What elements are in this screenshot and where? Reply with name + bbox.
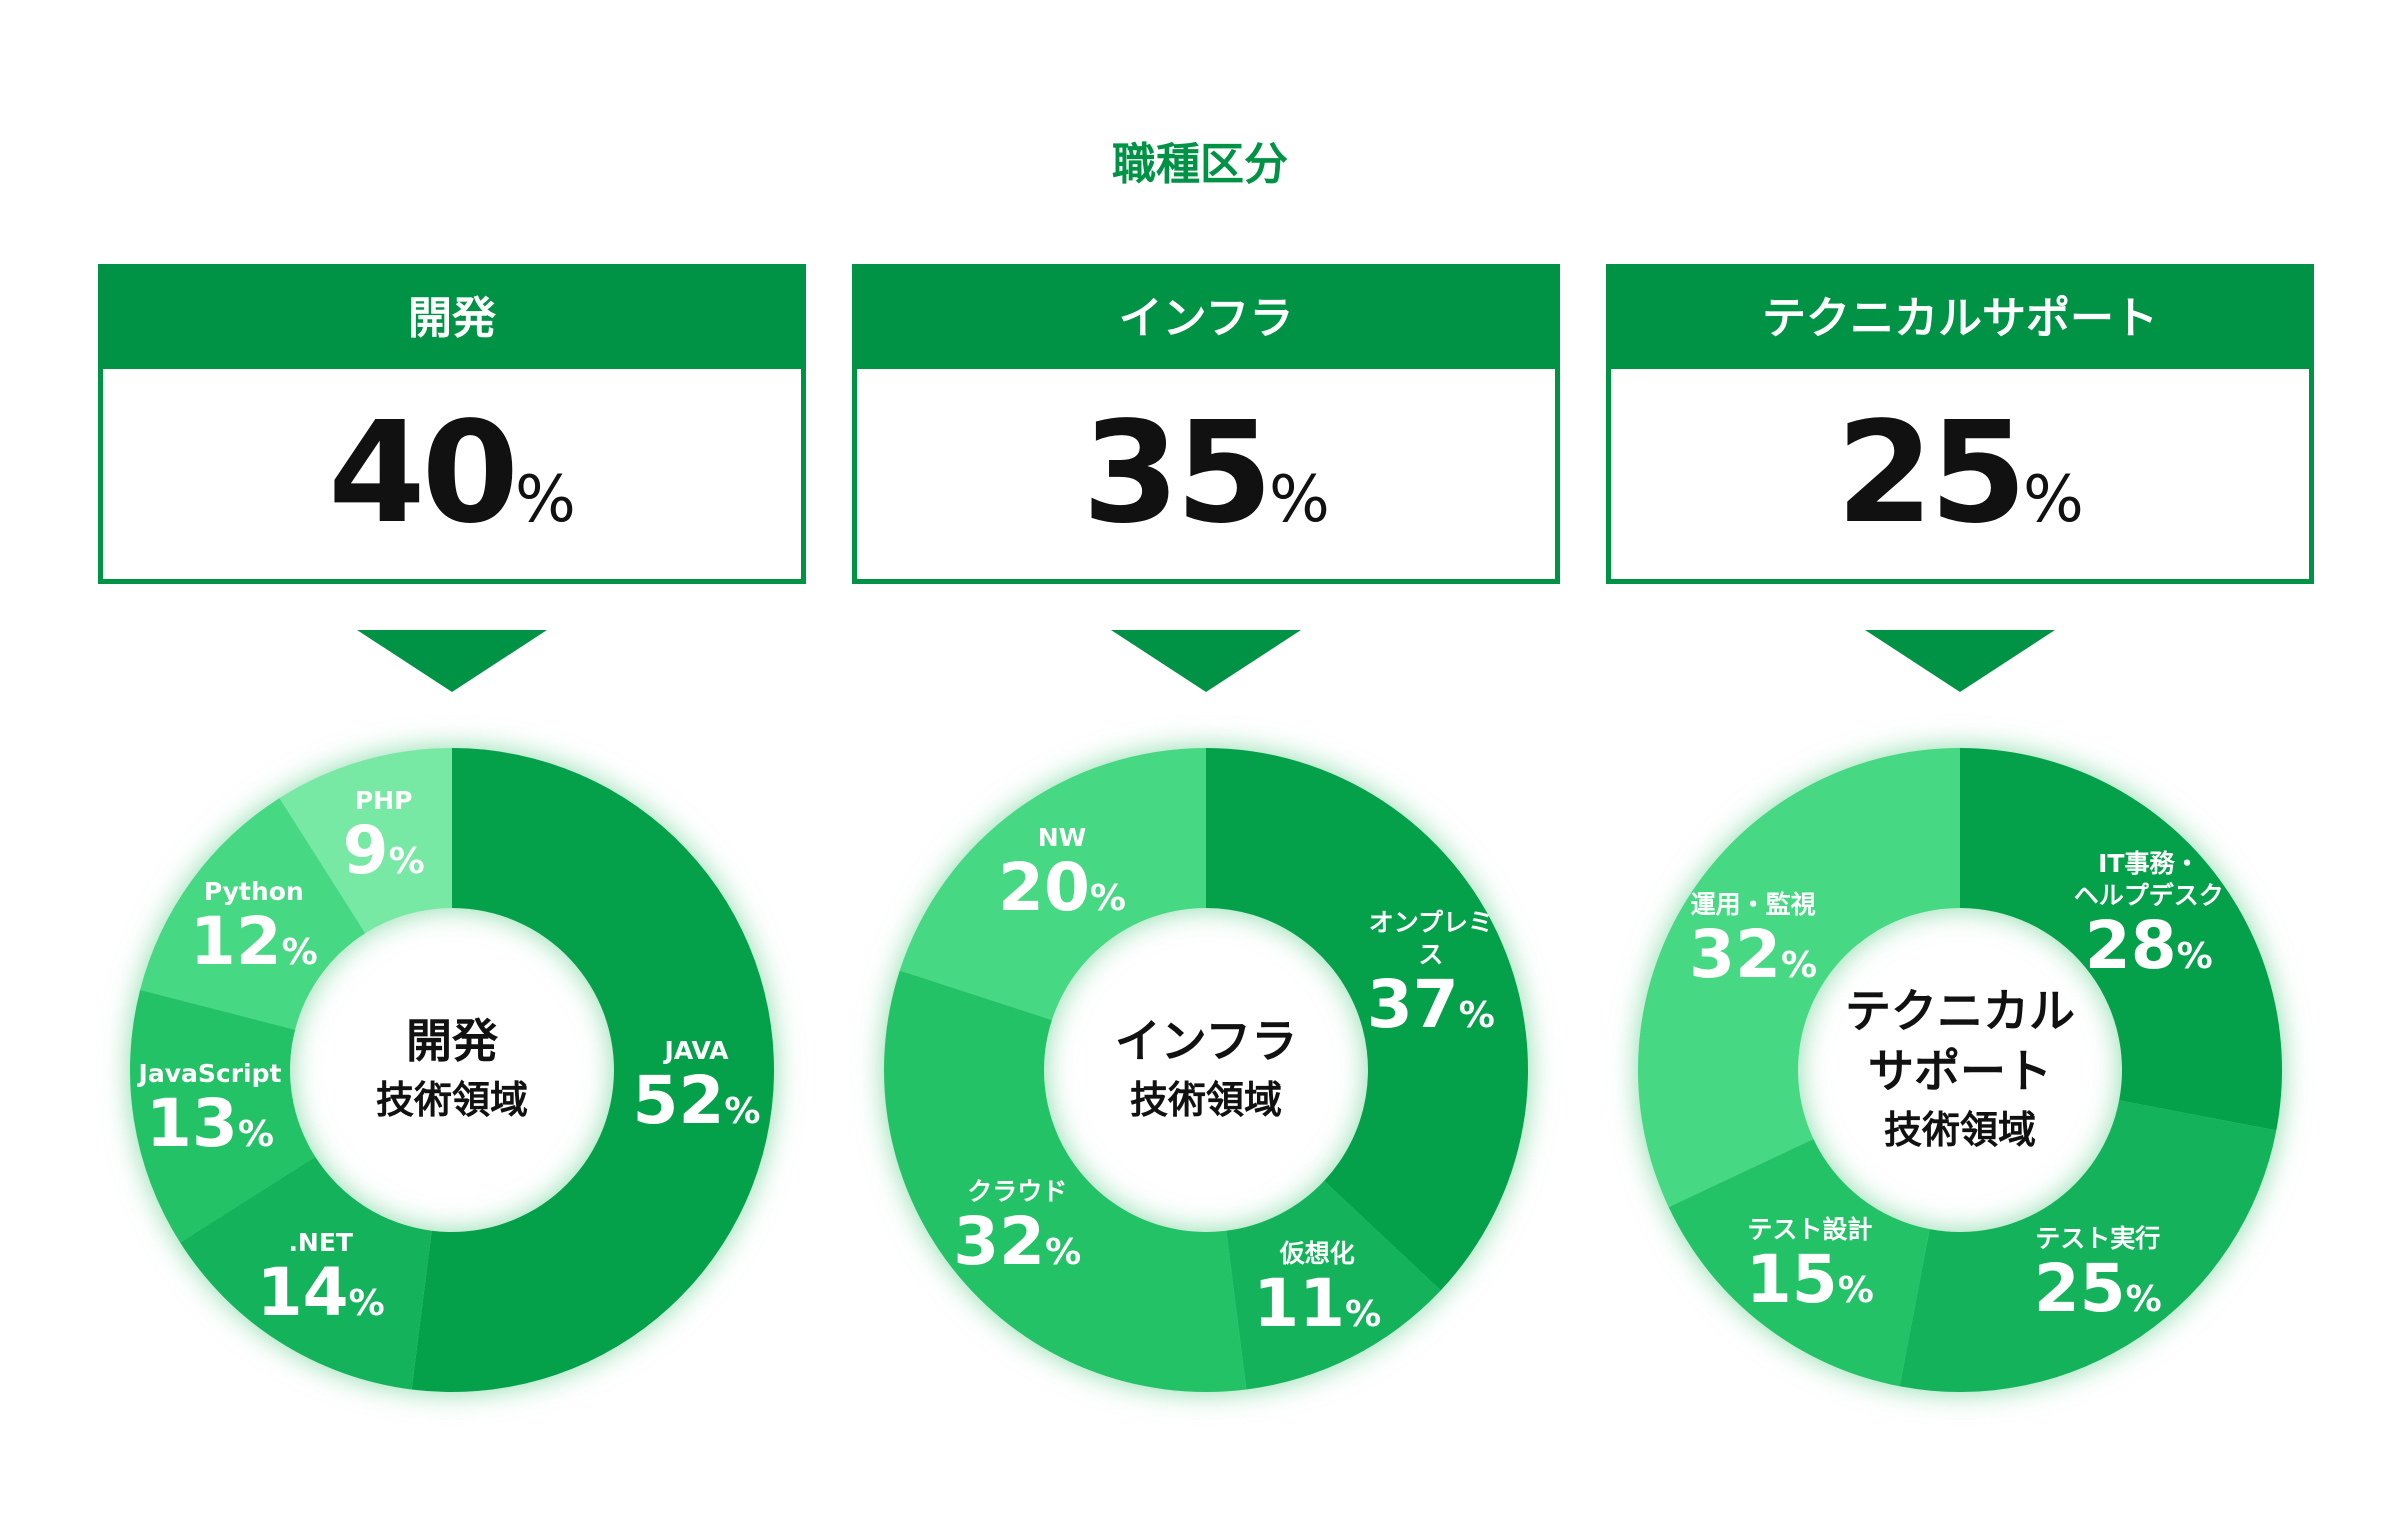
center-text: 技術領域 [1883,1108,2036,1152]
percent-unit: % [1458,994,1495,1036]
donut-slice [899,748,1206,1020]
slice-value: 32 [1689,915,1782,993]
donut-slice [1899,1100,2277,1392]
slice-value: 11 [1253,1265,1346,1343]
center-text: テクニカル [1845,984,2075,1038]
percent-unit: % [1089,877,1126,919]
percent-unit: % [388,840,425,882]
donut-slice [883,970,1247,1392]
donut-chart-support: IT事務・ ヘルプデスク 28% テスト実行 25% テスト設計 15% 運用・監視 32% テ… [1620,730,2300,1410]
donut-svg [129,748,774,1392]
slice-label: JAVA 52% [633,1035,761,1135]
donut-slice [129,989,316,1243]
slice-name: 運用・監視 [1690,889,1816,919]
slice-label: テスト設計 15% [1746,1214,1874,1314]
percent-unit: % [724,1091,761,1133]
slice-label: 仮想化 11% [1253,1238,1381,1338]
donut-slice [180,1156,432,1390]
percent-unit: % [2125,1278,2162,1320]
category-box-development: 開発 40% [98,264,806,584]
slice-name: JavaScript [138,1059,282,1089]
slice-name: .NET [288,1227,353,1257]
donut-slice [279,748,452,934]
slice-value: 37 [1366,965,1459,1043]
section-title: 職種区分 [1112,139,1288,190]
slice-label: .NET 14% [257,1227,385,1327]
category-percent: 35 [1082,392,1273,555]
category-percent: 40 [328,392,519,555]
center-text: インフラ [1114,1014,1298,1068]
slice-value: 15 [1745,1240,1838,1318]
slice-value: 25 [2033,1249,2126,1327]
slice-value: 52 [632,1062,725,1140]
donut-center-label: テクニカルサポート技術領域 [1620,730,2300,1410]
slice-label: 運用・監視 32% [1689,889,1817,989]
donut-slice [1638,748,1960,1208]
slice-label: IT事務・ ヘルプデスク 28% [2074,848,2224,980]
slice-label: PHP 9% [343,785,425,885]
category-box-support: テクニカルサポート 25% [1606,264,2314,584]
slice-name: テスト実行 [2035,1223,2161,1253]
percent-unit: % [1045,1232,1082,1274]
slice-name: オンプレミス [1368,907,1493,969]
donut-slice [1668,1138,1930,1387]
donut-center-label: 開発 技術領域 [112,730,792,1410]
donut-chart-infra: オンプレミス 37% 仮想化 11% クラウド 32% NW 20% インフラ 技術領域 [866,730,1546,1410]
percent-unit: % [515,463,576,537]
slice-label: NW 20% [998,822,1126,922]
percent-unit: % [1781,944,1818,986]
slice-value: 28 [2084,906,2177,984]
slice-value: 9 [342,811,389,889]
percent-unit: % [2023,463,2084,537]
donut-slice [411,748,774,1392]
percent-unit: % [1269,463,1330,537]
donut-slice [140,798,366,1030]
arrow-down-icon [1111,630,1301,692]
slice-value: 12 [189,902,282,980]
slice-name: テスト設計 [1747,1214,1873,1244]
slice-label: テスト実行 25% [2034,1223,2162,1323]
donut-slice [1206,748,1528,1291]
arrow-down-icon [1865,630,2055,692]
percent-unit: % [1837,1269,1874,1311]
slice-label: JavaScript 13% [139,1058,282,1158]
center-text: 技術領域 [1129,1078,1282,1122]
center-text: 開発 [406,1014,498,1068]
slice-value: 32 [953,1203,1046,1281]
center-text: 技術領域 [375,1078,528,1122]
percent-unit: % [1345,1294,1382,1336]
donut-slice [1960,748,2282,1131]
slice-value: 20 [998,848,1090,926]
slice-name: Python [203,876,304,906]
slice-label: Python 12% [190,876,318,976]
slice-label: クラウド 32% [953,1176,1081,1276]
donut-svg [883,748,1528,1392]
category-header: インフラ [857,269,1555,369]
percent-unit: % [281,931,318,973]
category-percent: 25 [1836,392,2027,555]
percent-unit: % [348,1282,385,1324]
arrow-down-icon [357,630,547,692]
center-text: サポート [1868,1044,2052,1098]
slice-name: NW [1037,822,1087,852]
slice-value: 13 [146,1085,238,1163]
percent-unit: % [2176,935,2213,977]
category-header: 開発 [103,269,801,369]
slice-value: 14 [256,1253,349,1331]
slice-name: 仮想化 [1279,1239,1355,1269]
donut-chart-development: JAVA 52% .NET 14% JavaScript 13% Python 12% PHP 9… [112,730,792,1410]
slice-name: PHP [354,785,413,815]
donut-slice [1226,1180,1441,1390]
percent-unit: % [237,1114,274,1156]
donut-svg [1638,748,2282,1392]
slice-name: JAVA [664,1036,729,1066]
slice-name: クラウド [967,1177,1068,1207]
donut-center-label: インフラ 技術領域 [866,730,1546,1410]
category-header: テクニカルサポート [1611,269,2309,369]
category-box-infra: インフラ 35% [852,264,1560,584]
slice-name: IT事務・ ヘルプデスク [2073,848,2224,910]
slice-label: オンプレミス 37% [1367,907,1495,1039]
